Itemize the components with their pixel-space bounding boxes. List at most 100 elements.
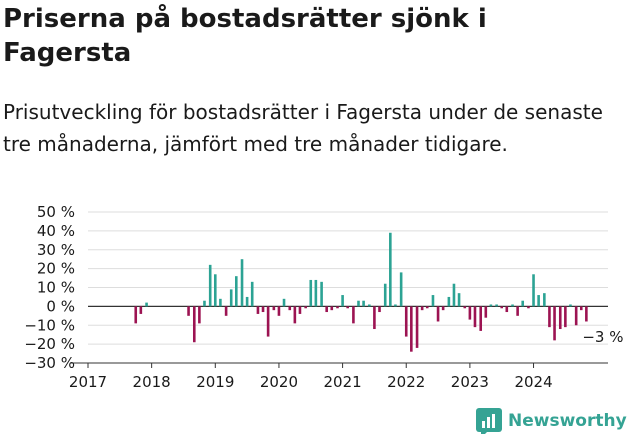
bar xyxy=(192,306,196,343)
x-tick-label: 2020 xyxy=(260,373,298,391)
bar xyxy=(548,306,551,328)
bar xyxy=(564,306,567,328)
x-tick-label: 2023 xyxy=(451,373,489,391)
bar xyxy=(479,306,483,331)
bar xyxy=(585,306,588,322)
bar-chart: 50 %40 %30 %20 %10 %0 %−10 %−20 %−30 % 2… xyxy=(24,203,623,391)
y-tick-label: 0 % xyxy=(46,297,75,315)
bar xyxy=(320,281,323,307)
bar xyxy=(521,300,525,307)
bar xyxy=(452,283,456,307)
bar xyxy=(553,306,556,341)
bar xyxy=(346,306,349,309)
bar xyxy=(532,274,535,307)
bar xyxy=(240,259,244,307)
y-tick-label: 40 % xyxy=(37,222,75,240)
chart-subtitle: Prisutveckling för bostadsrätter i Fager… xyxy=(3,100,603,156)
bar xyxy=(558,306,562,330)
bar xyxy=(473,306,477,328)
bar xyxy=(134,306,138,324)
brand-name: Newsworthy xyxy=(508,411,627,431)
bar xyxy=(266,306,270,337)
bar xyxy=(245,296,249,307)
bar xyxy=(378,306,381,313)
bar xyxy=(272,306,276,311)
bar xyxy=(579,306,583,311)
bar xyxy=(282,298,286,307)
y-axis-tick-labels: 50 %40 %30 %20 %10 %0 %−10 %−20 %−30 % xyxy=(24,203,75,372)
bar xyxy=(203,300,206,307)
bar xyxy=(373,306,376,330)
bar xyxy=(256,306,260,314)
bar xyxy=(352,306,355,324)
bar xyxy=(198,306,201,324)
bar xyxy=(505,306,509,313)
bar xyxy=(511,304,514,307)
y-tick-label: −20 % xyxy=(24,335,75,353)
bar xyxy=(516,306,519,316)
bar xyxy=(463,306,467,309)
bar xyxy=(336,306,339,309)
bar xyxy=(410,306,413,352)
x-tick-label: 2018 xyxy=(133,373,171,391)
bar xyxy=(145,302,148,307)
bar xyxy=(314,279,318,307)
bar xyxy=(574,306,578,326)
annotations: −3 % xyxy=(582,328,623,346)
bar xyxy=(389,232,392,307)
y-tick-label: 20 % xyxy=(37,260,75,278)
chart-title: Priserna på bostadsrätter sjönk i Fagers… xyxy=(3,4,487,68)
bar xyxy=(420,306,424,311)
bar xyxy=(394,304,397,307)
newsworthy-brand[interactable]: Newsworthy xyxy=(476,408,627,434)
newsworthy-logo-icon xyxy=(476,408,502,434)
bar xyxy=(235,276,238,307)
y-tick-label: 10 % xyxy=(37,279,75,297)
bar xyxy=(304,306,307,309)
y-tick-label: 50 % xyxy=(37,203,75,221)
last-value-label: −3 % xyxy=(582,328,623,346)
bar xyxy=(441,306,445,311)
bar xyxy=(224,306,228,316)
grid-lines xyxy=(70,211,608,368)
x-tick-label: 2024 xyxy=(514,373,552,391)
bars xyxy=(134,232,588,352)
bar xyxy=(341,295,344,307)
bar xyxy=(431,295,435,307)
bar xyxy=(213,274,217,307)
bar xyxy=(293,306,297,324)
bar xyxy=(261,306,265,313)
bar xyxy=(309,279,313,307)
bar xyxy=(277,306,281,316)
y-tick-label: −10 % xyxy=(24,316,75,334)
bar xyxy=(543,293,546,307)
bar xyxy=(187,306,190,316)
bar xyxy=(288,306,292,311)
bar xyxy=(415,306,419,348)
y-tick-label: −30 % xyxy=(24,354,75,372)
bar xyxy=(219,298,222,307)
bar xyxy=(362,300,365,307)
bar xyxy=(330,306,334,311)
bar xyxy=(368,304,371,307)
x-axis-tick-labels: 2017 2018 2019 2020 2021 2022 2023 2024 xyxy=(69,373,553,391)
bar xyxy=(139,306,143,314)
bar xyxy=(325,306,328,313)
bar xyxy=(298,306,302,314)
bar xyxy=(357,300,360,307)
x-tick-label: 2021 xyxy=(323,373,361,391)
x-tick-label: 2019 xyxy=(196,373,234,391)
bar xyxy=(500,306,504,309)
x-tick-label: 2022 xyxy=(387,373,425,391)
bar xyxy=(383,283,387,307)
bar xyxy=(495,304,498,307)
bar xyxy=(447,296,451,307)
bar xyxy=(436,306,440,322)
bar xyxy=(425,306,429,309)
x-tick-label: 2017 xyxy=(69,373,107,391)
bar xyxy=(457,293,461,307)
bar xyxy=(229,289,233,307)
bar xyxy=(489,304,493,307)
bar xyxy=(468,306,472,320)
bar xyxy=(537,295,540,307)
